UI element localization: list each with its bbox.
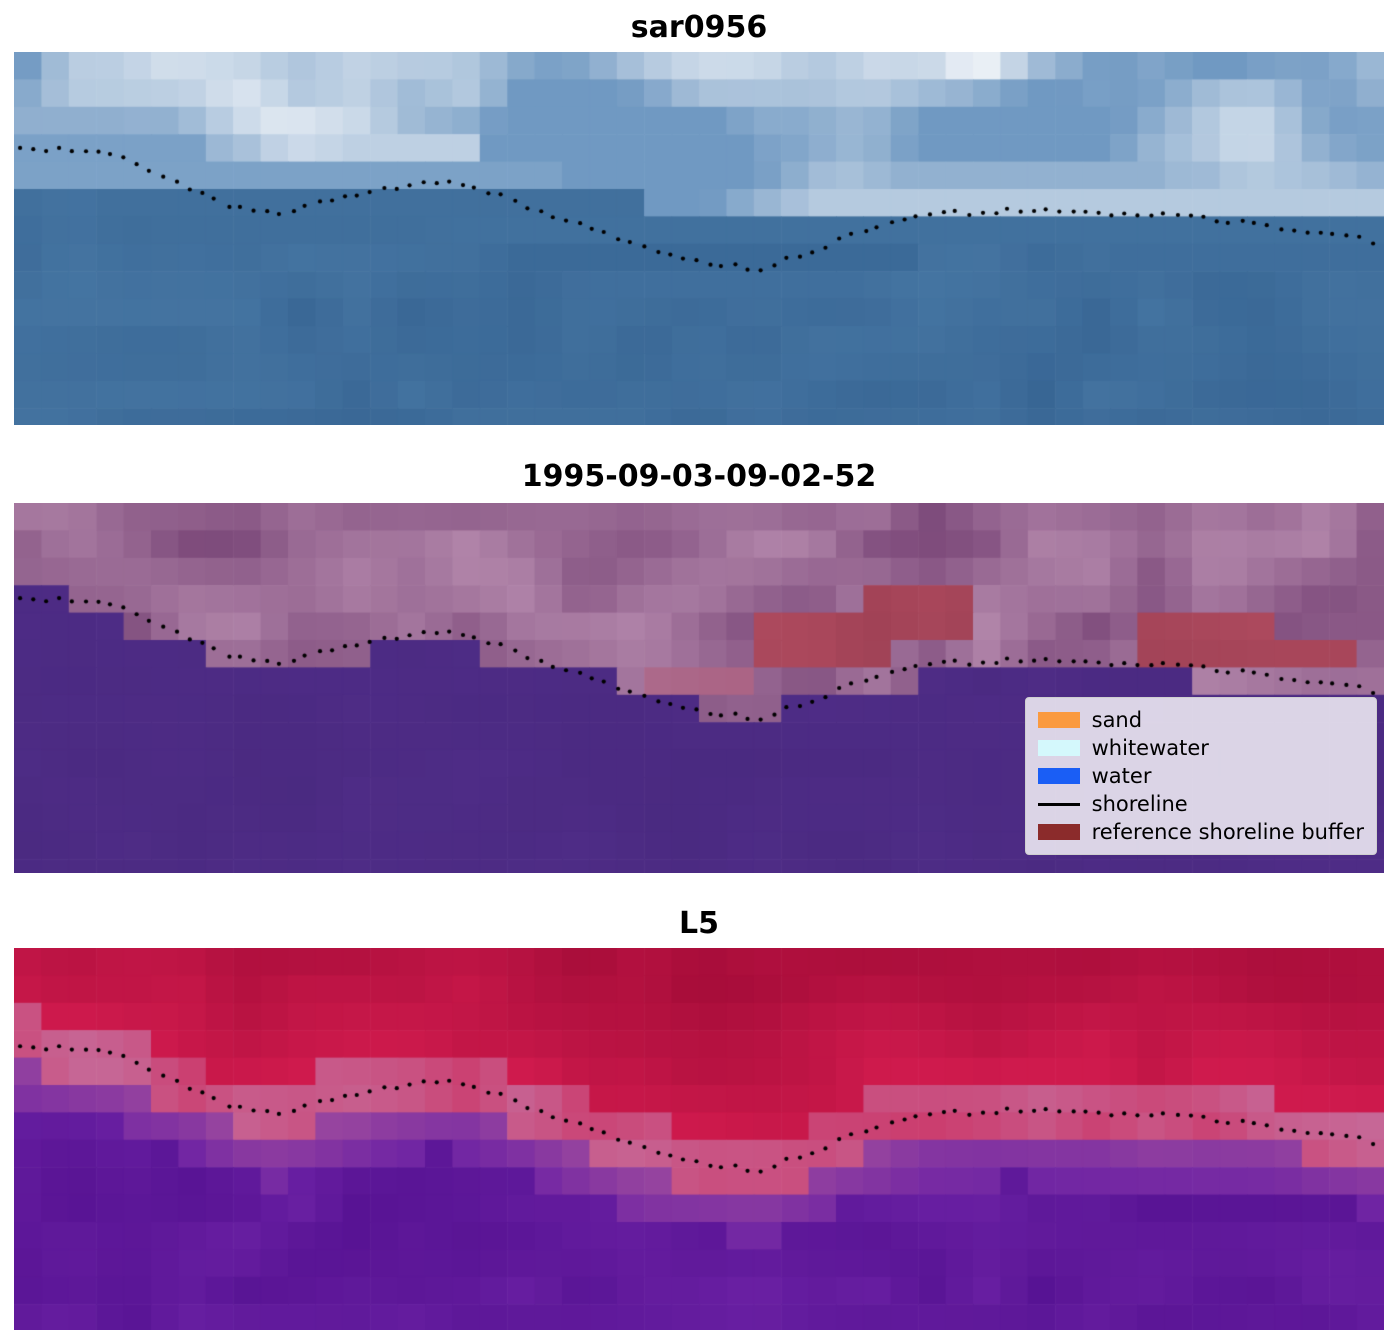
l5-image: [14, 948, 1384, 1330]
reference-buffer-swatch: [1037, 824, 1080, 840]
legend-label-reference-buffer: reference shoreline buffer: [1091, 820, 1364, 844]
whitewater-swatch: [1037, 740, 1080, 756]
legend-item-shoreline: shoreline: [1037, 790, 1364, 818]
panel-sar: [14, 52, 1384, 425]
legend: sand whitewater water shoreline referenc…: [1024, 697, 1377, 855]
sar-image: [14, 52, 1384, 425]
legend-label-sand: sand: [1091, 708, 1143, 732]
panel-classification: sand whitewater water shoreline referenc…: [14, 503, 1384, 873]
panel-title-l5: L5: [679, 906, 719, 941]
panel-l5: [14, 948, 1384, 1330]
legend-item-water: water: [1037, 762, 1364, 790]
panel-title-classification: 1995-09-03-09-02-52: [521, 459, 877, 494]
legend-label-whitewater: whitewater: [1091, 736, 1209, 760]
legend-item-whitewater: whitewater: [1037, 734, 1364, 762]
legend-item-sand: sand: [1037, 706, 1364, 734]
water-swatch: [1037, 768, 1080, 784]
shoreline-line-swatch: [1037, 802, 1080, 806]
legend-label-water: water: [1091, 764, 1152, 788]
panel-title-sar: sar0956: [630, 10, 768, 45]
sand-swatch: [1037, 712, 1080, 728]
legend-item-reference-buffer: reference shoreline buffer: [1037, 818, 1364, 846]
legend-label-shoreline: shoreline: [1091, 792, 1188, 816]
